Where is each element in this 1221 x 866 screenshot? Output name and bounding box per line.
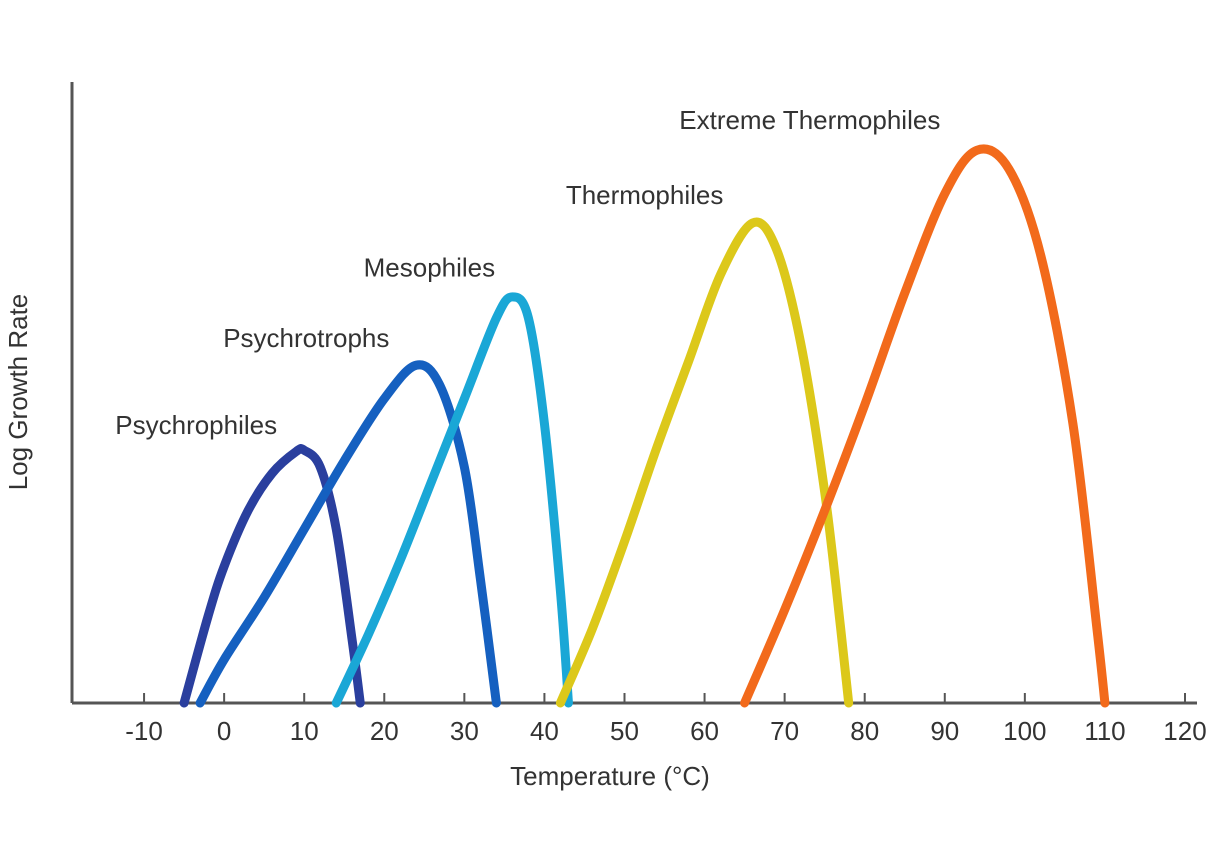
growth-curve — [179, 443, 365, 708]
x-tick-label: -10 — [125, 716, 163, 746]
x-tick-label: 50 — [610, 716, 639, 746]
x-tick-label: 90 — [930, 716, 959, 746]
x-tick-label: 120 — [1163, 716, 1206, 746]
series-label: Mesophiles — [364, 253, 496, 283]
growth-curve — [195, 360, 501, 708]
x-tick-label: 70 — [770, 716, 799, 746]
x-tick-label: 30 — [450, 716, 479, 746]
x-tick-label: 10 — [290, 716, 319, 746]
series-label: Extreme Thermophiles — [679, 105, 940, 135]
x-tick-label: 100 — [1003, 716, 1046, 746]
growth-curve — [331, 292, 573, 708]
x-tick-label: 80 — [850, 716, 879, 746]
series-label: Psychrotrophs — [223, 323, 389, 353]
x-axis-title: Temperature (°C) — [510, 761, 710, 791]
growth-curve — [740, 144, 1110, 708]
y-axis-title: Log Growth Rate — [3, 294, 33, 491]
x-tick-label: 0 — [217, 716, 231, 746]
x-tick-label: 20 — [370, 716, 399, 746]
x-tick-label: 40 — [530, 716, 559, 746]
x-tick-label: 60 — [690, 716, 719, 746]
x-tick-label: 110 — [1084, 716, 1125, 746]
growth-curve — [555, 217, 854, 708]
series-label: Psychrophiles — [115, 410, 277, 440]
series-label: Thermophiles — [566, 180, 724, 210]
